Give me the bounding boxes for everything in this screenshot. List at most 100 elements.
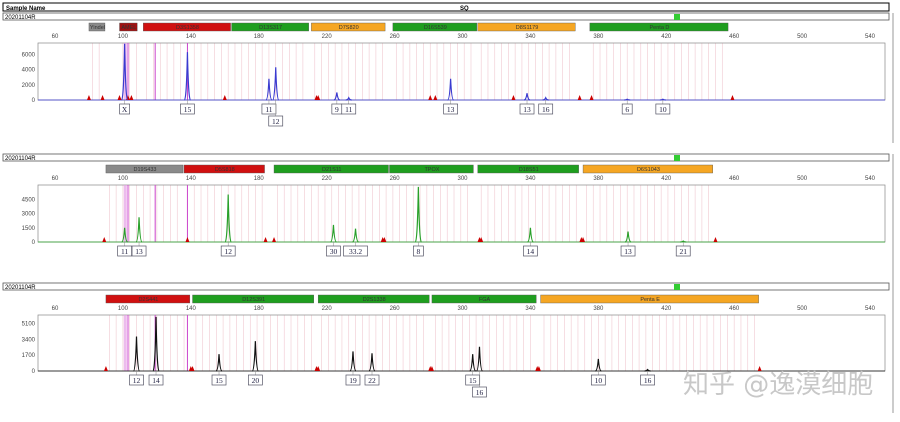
allele-label: 12	[272, 117, 280, 126]
allele-label-box	[220, 245, 236, 257]
off-ladder-marker	[222, 95, 227, 100]
off-ladder-marker	[730, 95, 735, 100]
allele-label-box	[248, 374, 263, 386]
allele-label: 21	[679, 247, 687, 256]
allele-label: 10	[595, 376, 603, 385]
peak	[523, 93, 531, 101]
x-tick-label: 60	[52, 34, 59, 40]
peak	[330, 224, 337, 243]
off-ladder-marker	[316, 366, 321, 371]
marker-bar	[582, 164, 713, 174]
allele-label: 14	[527, 247, 535, 256]
y-tick-label: 0	[32, 369, 36, 375]
x-tick-label: 540	[865, 306, 876, 312]
panel-2: 20201104R D19S433 D5S818 D21S11 TPOX D18S51 D6…	[2, 153, 894, 284]
allele-label-box	[590, 374, 606, 386]
allele-label-box	[345, 374, 361, 386]
allele-label: 16	[542, 105, 550, 114]
marker-bar	[183, 164, 265, 174]
peak	[414, 186, 422, 243]
allele-label-box	[343, 245, 368, 257]
marker-label: D12S391	[242, 297, 265, 303]
x-tick-label: 260	[390, 176, 401, 182]
peak	[345, 96, 352, 101]
allele-label-box	[341, 103, 357, 115]
allele-label-box	[523, 245, 538, 257]
off-ladder-marker	[428, 95, 433, 100]
off-ladder-marker	[382, 237, 387, 242]
sample-name: 20201104R	[5, 285, 36, 291]
off-ladder-marker	[86, 95, 91, 100]
allele-label: 16	[644, 376, 652, 385]
marker-bar	[477, 22, 576, 32]
y-tick-label: 3000	[22, 212, 36, 218]
marker-label: Penta D	[650, 25, 670, 31]
allele-label-box	[640, 374, 655, 386]
peak	[183, 52, 192, 101]
sample-name-header: Sample Name	[6, 6, 46, 12]
x-tick-label: 380	[593, 34, 604, 40]
sq-header: SQ	[460, 6, 469, 12]
sample-row	[2, 282, 890, 291]
allele-label-box	[538, 103, 554, 115]
peak	[644, 368, 651, 372]
allele-label: 14	[152, 376, 160, 385]
y-tick-label: 1500	[22, 226, 36, 232]
marker-label: D8S1179	[516, 25, 539, 31]
allele-label-box	[180, 103, 195, 115]
marker-label: D5S818	[215, 167, 235, 173]
allele-label: 33.2	[349, 247, 362, 256]
off-ladder-marker	[713, 237, 718, 242]
marker-bar	[143, 22, 231, 32]
off-ladder-marker	[103, 366, 108, 371]
off-ladder-marker	[511, 95, 516, 100]
off-ladder-marker	[589, 95, 594, 100]
off-ladder-marker	[129, 95, 134, 100]
y-tick-label: 1700	[22, 353, 36, 359]
highlight-band	[123, 315, 127, 371]
allele-label: 8	[416, 247, 420, 256]
marker-label: TPOX	[424, 167, 439, 173]
off-ladder-marker	[263, 237, 268, 242]
peak	[624, 98, 631, 101]
allele-label-box	[472, 386, 487, 398]
allele-label: 13	[523, 105, 531, 114]
allele-label: 15	[469, 376, 477, 385]
off-ladder-marker	[190, 366, 195, 371]
marker-label: D2S441	[138, 297, 158, 303]
allele-label-box	[119, 103, 130, 115]
marker-bar	[477, 164, 579, 174]
sample-row	[2, 12, 890, 21]
x-tick-label: 380	[593, 176, 604, 182]
off-ladder-marker	[536, 366, 541, 371]
marker-label: D18S51	[519, 167, 539, 173]
marker-bar	[589, 22, 729, 32]
allele-label-box	[519, 103, 535, 115]
allele-label: 13	[624, 247, 632, 256]
off-ladder-marker	[316, 95, 321, 100]
peak	[624, 231, 632, 243]
allele-label-box	[621, 103, 633, 115]
allele-label-box	[413, 245, 424, 257]
marker-bar	[88, 22, 106, 32]
peak	[265, 78, 273, 101]
peak	[368, 353, 376, 372]
off-ladder-marker	[100, 95, 105, 100]
peak	[272, 67, 280, 101]
peak	[333, 92, 340, 101]
marker-bar	[105, 164, 184, 174]
peak	[595, 358, 602, 372]
allele-label: 11	[345, 105, 352, 114]
allele-label: 11	[265, 105, 272, 114]
marker-label: D3S1358	[176, 25, 199, 31]
panel-3: 20201104R D2S441 D12S391 D2S1338 FGA Penta E 6…	[2, 282, 894, 413]
allele-label: 6	[625, 105, 629, 114]
x-tick-label: 100	[118, 306, 129, 312]
off-ladder-marker	[185, 237, 190, 242]
marker-bar	[119, 22, 138, 32]
marker-bar	[192, 294, 314, 304]
marker-bar	[392, 22, 477, 32]
allele-label: 22	[368, 376, 376, 385]
marker-label: AMEL	[121, 25, 136, 31]
off-ladder-marker	[272, 237, 277, 242]
